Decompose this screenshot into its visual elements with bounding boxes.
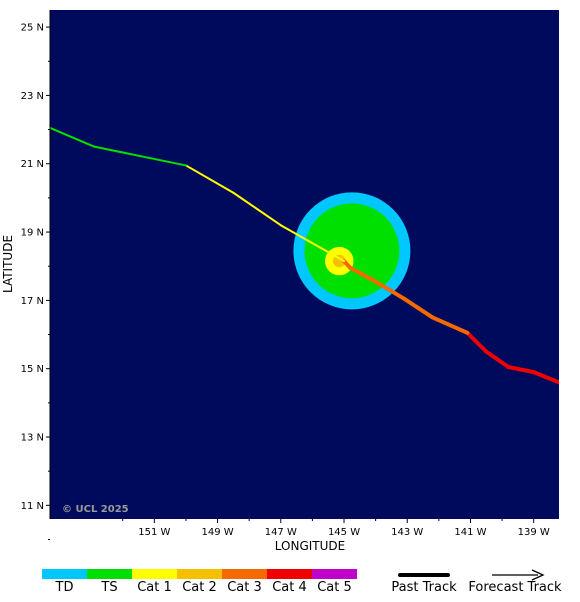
past-track-segment [342, 259, 353, 270]
lon-tick-label: 145 W [328, 527, 360, 538]
lon-tick-label: 141 W [454, 527, 486, 538]
legend-swatch-cat1 [132, 569, 177, 579]
y-axis-title: LATITUDE [1, 235, 15, 293]
past-track-label: Past Track [391, 580, 457, 595]
legend-label-cat5: Cat 5 [317, 580, 352, 595]
lat-tick-label: 17 N [21, 296, 44, 307]
lat-tick-label: 25 N [21, 23, 44, 34]
wind-field-layer [293, 192, 411, 310]
past-track-segment [531, 370, 559, 385]
legend-label-cat4: Cat 4 [272, 580, 307, 595]
legend-label-cat1: Cat 1 [137, 580, 172, 595]
past-track-segment [348, 265, 378, 284]
past-track-segment [402, 296, 435, 320]
track-layer [50, 126, 559, 385]
longitude-axis: 151 W 149 W 147 W 145 W 143 W 141 W 139 W [122, 519, 550, 538]
past-track-segment [373, 279, 407, 301]
legend-label-cat2: Cat 2 [182, 580, 217, 595]
forecast-track-legend: Forecast Track [468, 569, 562, 595]
past-track-segment [430, 315, 470, 335]
category-legend: TD TS Cat 1 Cat 2 Cat 3 Cat 4 Cat 5 [42, 569, 357, 595]
wind-field-ts [304, 203, 400, 299]
lon-tick-label: 143 W [391, 527, 423, 538]
past-track-segment [465, 330, 489, 354]
forecast-track-segment [279, 224, 346, 263]
legend-swatch-cat5 [312, 569, 357, 579]
legend-swatch-cat3 [222, 569, 267, 579]
lon-tick-label: 139 W [518, 527, 550, 538]
forecast-track-label: Forecast Track [468, 580, 562, 595]
legend-swatch-td [42, 569, 87, 579]
lon-tick-label: 151 W [138, 527, 170, 538]
past-track-segment [484, 349, 511, 369]
map-area[interactable]: © UCL 2025 [50, 10, 559, 519]
legend-swatch-cat4 [267, 569, 312, 579]
wind-field-cat2 [332, 254, 346, 268]
past-track-segment [506, 364, 536, 375]
arrow-head-icon [531, 569, 545, 581]
legend-swatch-cat2 [177, 569, 222, 579]
lat-tick-label: 15 N [21, 364, 44, 375]
x-axis-title: LONGITUDE [275, 539, 345, 553]
legend-label-cat3: Cat 3 [227, 580, 262, 595]
forecast-track-segment [232, 191, 282, 227]
lat-tick-label: 19 N [21, 228, 44, 239]
lat-tick-label: 13 N [21, 433, 44, 444]
latitude-axis: 25 N 23 N 21 N 19 N 17 N 15 N 13 N 11 N [21, 10, 51, 540]
lon-tick-label: 147 W [265, 527, 297, 538]
lat-tick-label: 21 N [21, 159, 44, 170]
legend-label-ts: TS [100, 580, 117, 595]
forecast-track-segment [50, 126, 96, 148]
lon-tick-label: 149 W [201, 527, 233, 538]
legend-label-td: TD [55, 580, 74, 595]
forecast-track-segment [184, 164, 235, 194]
copyright-text: © UCL 2025 [62, 504, 129, 515]
lat-tick-label: 23 N [21, 91, 44, 102]
forecast-track-segment [93, 145, 187, 167]
lat-tick-label: 11 N [21, 501, 44, 512]
legend-swatch-ts [87, 569, 132, 579]
past-track-legend: Past Track [391, 573, 457, 595]
